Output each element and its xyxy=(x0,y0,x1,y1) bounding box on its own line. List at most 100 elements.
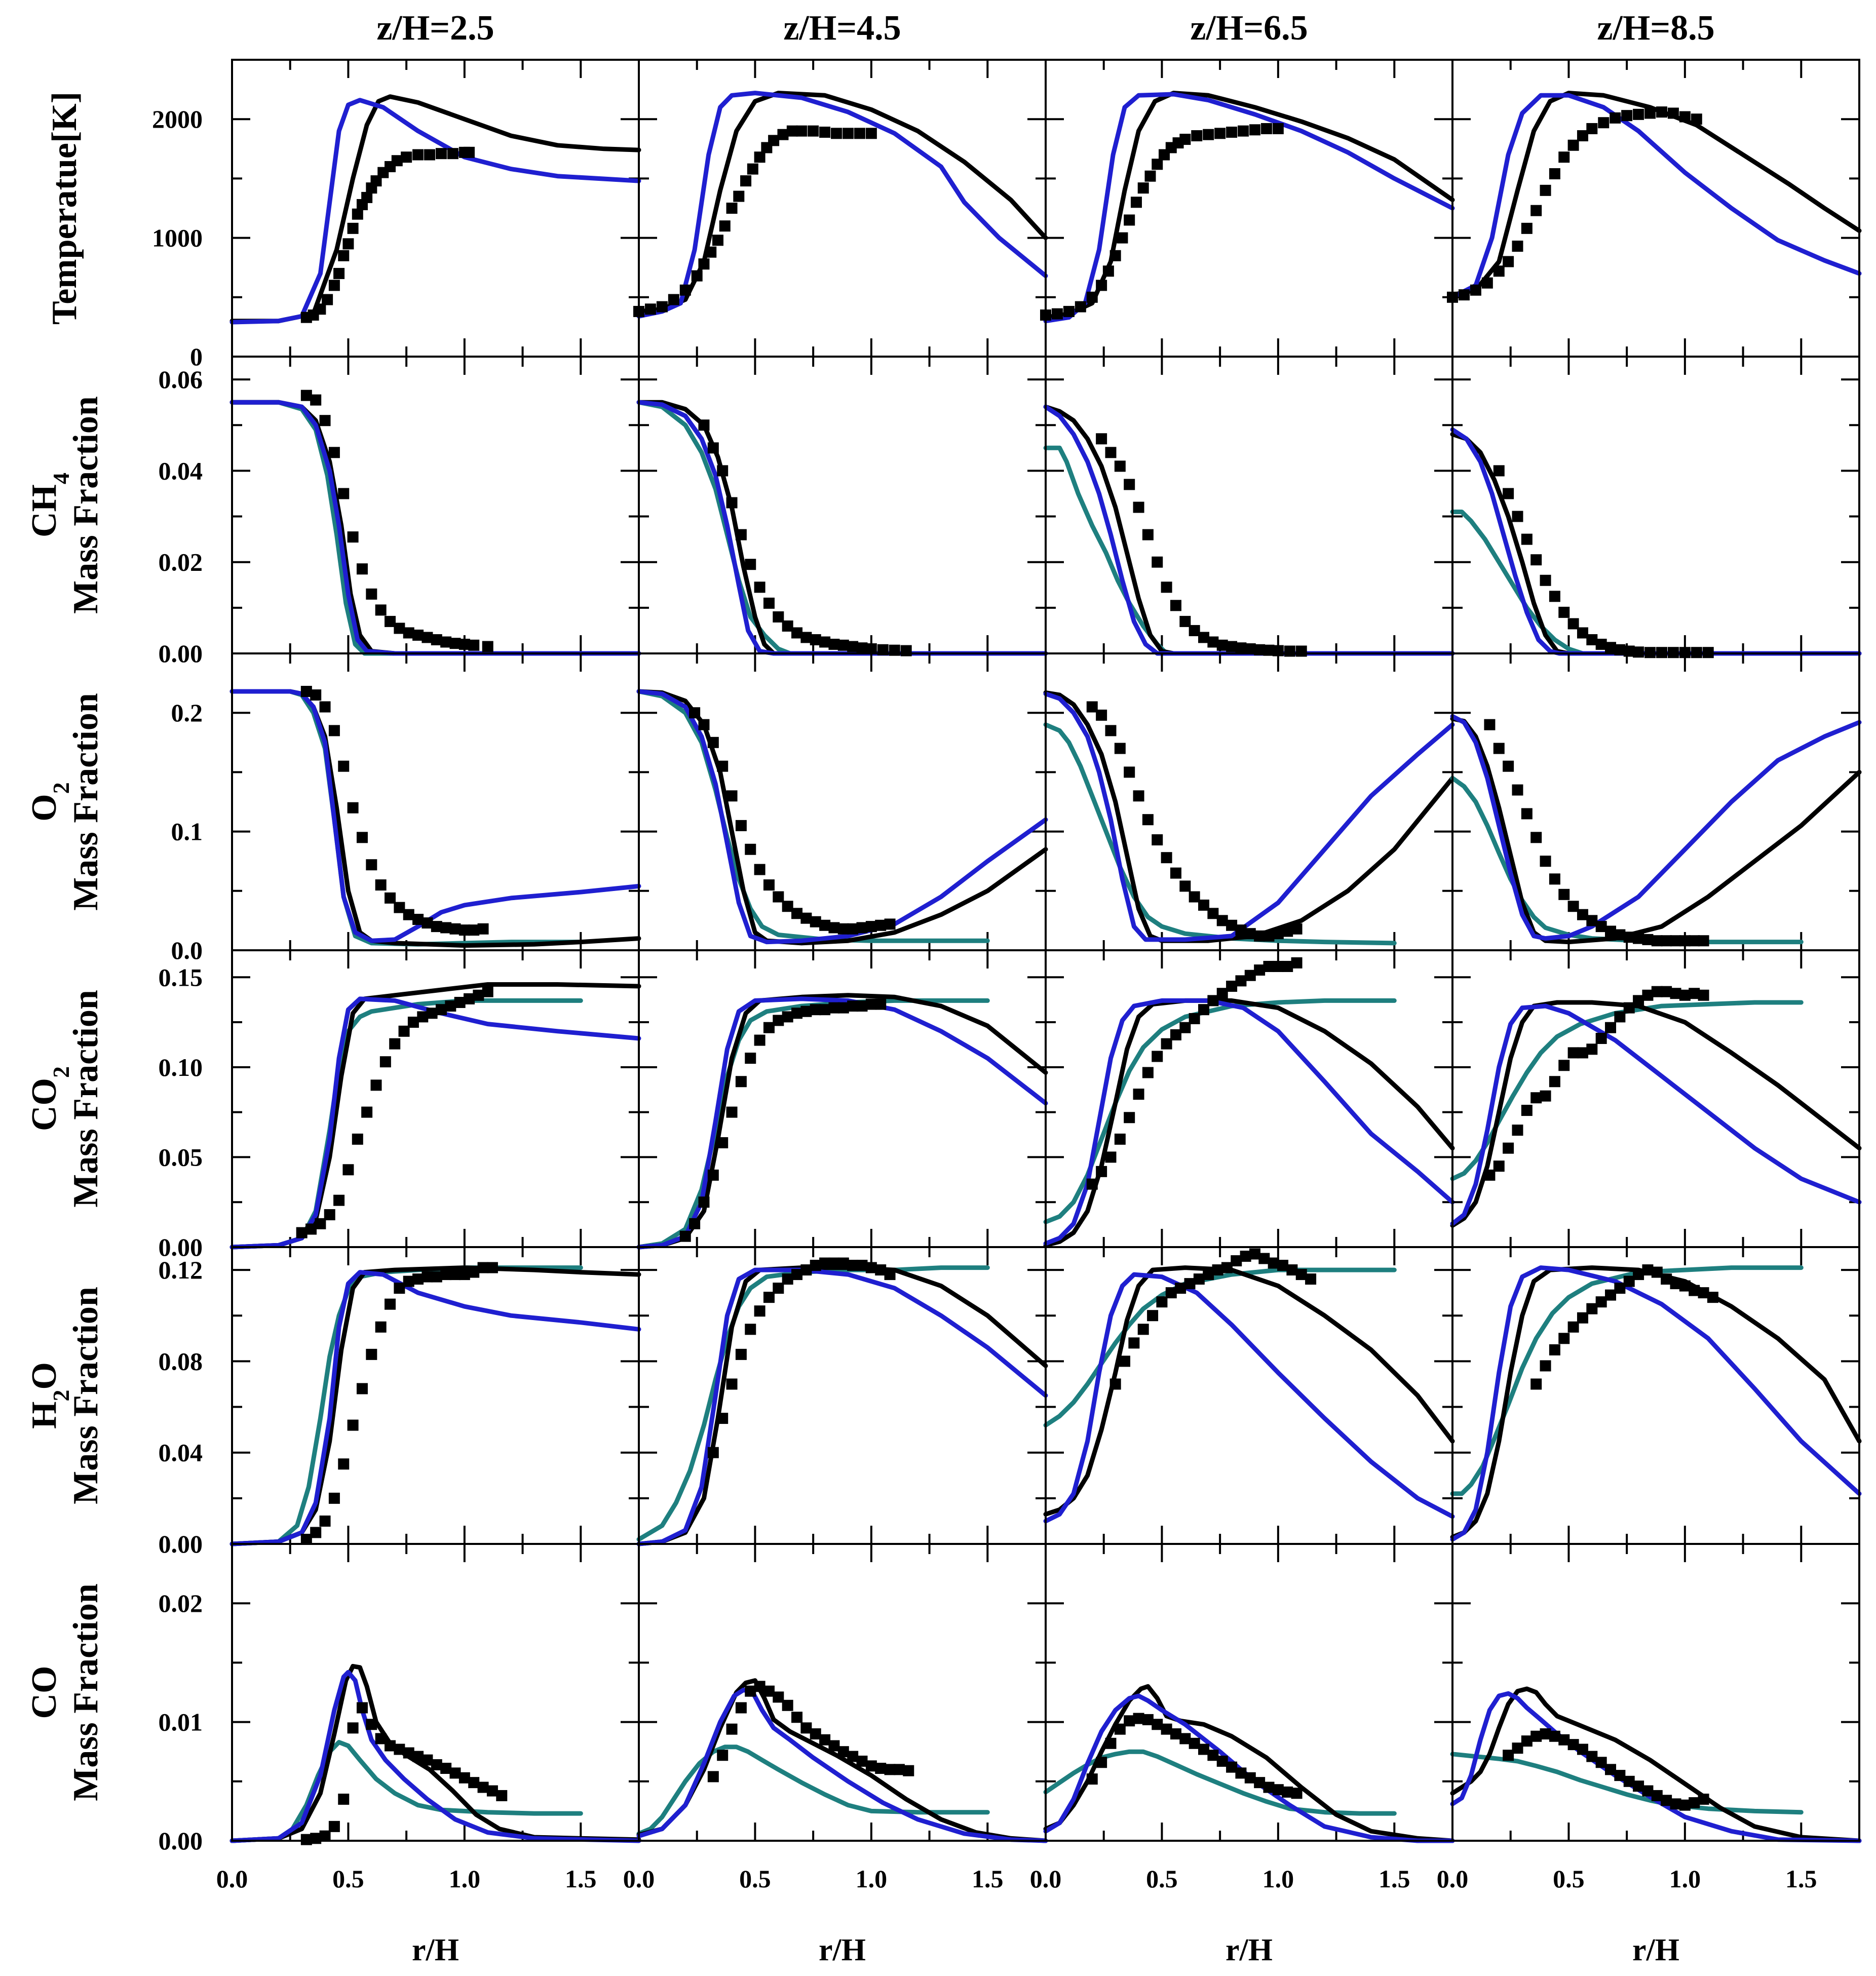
exp-marker xyxy=(689,707,701,719)
row-O2: O2Mass Fraction 0.0 0.1 0.2 xyxy=(25,652,1862,964)
exp-marker xyxy=(338,1458,350,1470)
y-tick-label: 0.02 xyxy=(159,1589,203,1617)
exp-marker xyxy=(338,488,350,499)
panel-frame xyxy=(231,1543,640,1842)
x-tick-label: 1.5 xyxy=(1379,1865,1410,1893)
exp-marker xyxy=(1558,1333,1570,1344)
exp-marker xyxy=(1691,113,1702,125)
panel xyxy=(1043,652,1455,951)
exp-marker xyxy=(445,1000,456,1012)
panel xyxy=(1043,949,1455,1248)
exp-marker xyxy=(810,1260,821,1271)
exp-marker xyxy=(856,642,868,654)
exp-marker xyxy=(717,1137,729,1149)
exp-marker xyxy=(1549,1730,1560,1742)
exp-marker xyxy=(1661,1795,1672,1806)
exp-marker xyxy=(1484,719,1496,730)
exp-marker xyxy=(1540,1090,1551,1102)
exp-marker xyxy=(726,497,738,509)
panel xyxy=(229,949,641,1250)
exp-marker xyxy=(1133,1089,1144,1100)
panel xyxy=(1043,356,1455,657)
series-line-blue xyxy=(1450,714,1862,941)
panel xyxy=(1447,59,1862,358)
panel-frame xyxy=(638,356,1047,654)
exp-marker xyxy=(1586,915,1598,926)
exp-marker xyxy=(1651,1790,1663,1801)
exp-marker xyxy=(464,146,475,158)
exp-marker xyxy=(1170,1728,1181,1740)
exp-marker xyxy=(1661,935,1672,947)
exp-marker xyxy=(300,686,312,698)
exp-marker xyxy=(1119,1355,1131,1367)
exp-marker xyxy=(875,1264,887,1276)
exp-marker xyxy=(763,597,775,609)
exp-marker xyxy=(1558,151,1570,163)
exp-marker xyxy=(1512,1742,1523,1754)
exp-marker xyxy=(698,258,710,270)
exp-marker xyxy=(1216,988,1228,999)
series-line-black xyxy=(229,400,641,656)
exp-marker xyxy=(1586,123,1598,134)
exp-marker xyxy=(366,1348,377,1360)
exp-marker xyxy=(458,1269,470,1281)
x-tick-label: 1.5 xyxy=(972,1865,1004,1893)
exp-marker xyxy=(328,725,340,737)
exp-marker xyxy=(1165,1287,1177,1299)
exp-marker xyxy=(800,912,812,924)
exp-marker xyxy=(705,246,717,258)
exp-marker xyxy=(1198,1743,1210,1755)
exp-marker xyxy=(1633,995,1644,1006)
exp-marker xyxy=(1207,995,1219,1006)
exp-marker xyxy=(1679,1799,1691,1811)
exp-marker xyxy=(458,924,470,936)
exp-marker xyxy=(865,1262,877,1273)
panel-frame xyxy=(638,1246,1047,1545)
exp-marker xyxy=(875,1763,887,1774)
exp-marker xyxy=(1179,615,1191,627)
exp-marker xyxy=(356,1383,368,1394)
exp-marker xyxy=(768,135,780,146)
exp-marker xyxy=(1295,1269,1307,1281)
exp-marker xyxy=(719,220,731,232)
exp-marker xyxy=(1577,1743,1588,1755)
exp-marker xyxy=(828,1257,840,1269)
exp-marker xyxy=(1161,852,1172,864)
exp-marker xyxy=(1263,960,1275,972)
exp-marker xyxy=(1144,170,1156,182)
exp-marker xyxy=(1051,308,1063,320)
exp-marker xyxy=(884,1764,896,1775)
exp-marker xyxy=(800,632,812,643)
x-axis-label: r/H xyxy=(412,1933,459,1967)
exp-marker xyxy=(796,125,808,137)
exp-marker xyxy=(424,149,436,161)
exp-marker xyxy=(810,634,821,645)
exp-marker xyxy=(1549,873,1560,885)
exp-marker xyxy=(496,1790,508,1801)
exp-marker xyxy=(1272,1784,1284,1796)
series-line-teal xyxy=(1043,998,1397,1224)
exp-marker xyxy=(1558,1060,1570,1071)
exp-marker xyxy=(1231,1255,1242,1267)
exp-marker xyxy=(1503,256,1514,267)
exp-marker xyxy=(726,1723,738,1735)
exp-marker xyxy=(865,998,877,1010)
panel xyxy=(229,1543,641,1845)
exp-marker xyxy=(403,1747,414,1759)
series-line-teal xyxy=(636,689,990,943)
exp-marker xyxy=(352,1133,363,1145)
exp-marker xyxy=(800,1264,812,1276)
exp-marker xyxy=(468,924,480,936)
exp-marker xyxy=(342,238,354,250)
y-tick-label: 0.00 xyxy=(159,1530,203,1558)
exp-marker xyxy=(735,820,747,831)
exp-marker xyxy=(1282,960,1293,972)
exp-marker xyxy=(458,1772,470,1784)
exp-marker xyxy=(477,923,489,935)
exp-marker xyxy=(468,1777,480,1789)
series-line-blue xyxy=(1043,1693,1455,1843)
exp-marker xyxy=(1633,646,1644,658)
exp-marker xyxy=(1207,908,1219,919)
exp-marker xyxy=(391,155,403,167)
y-tick-label: 0.08 xyxy=(159,1347,203,1375)
